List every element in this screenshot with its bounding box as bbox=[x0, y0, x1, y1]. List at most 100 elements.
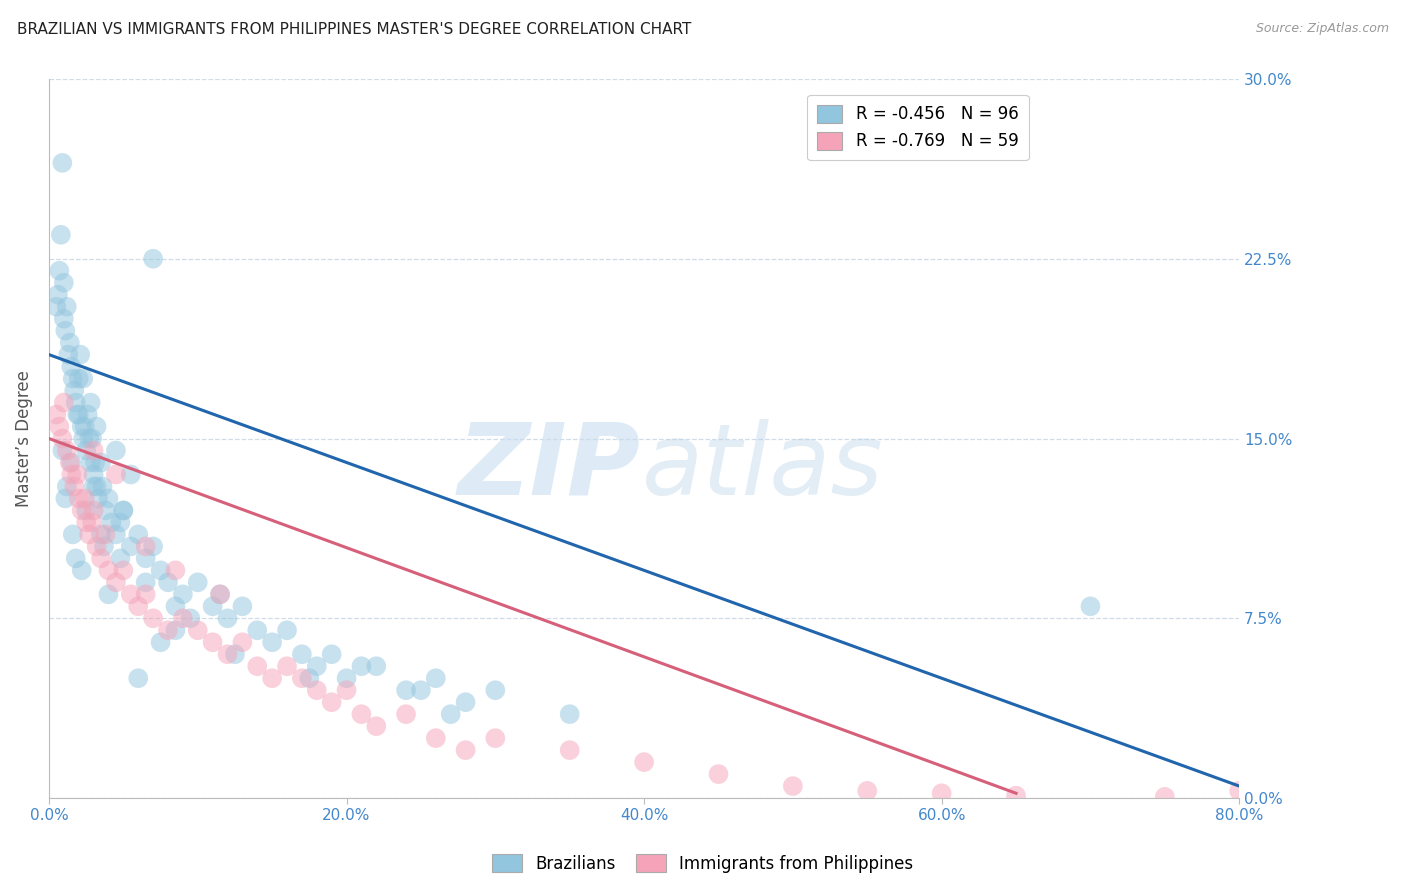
Point bbox=[62, 371, 84, 385]
Point bbox=[67, 408, 90, 422]
Point bbox=[425, 671, 447, 685]
Point bbox=[135, 551, 157, 566]
Point bbox=[90, 455, 112, 469]
Point bbox=[69, 348, 91, 362]
Point bbox=[165, 599, 187, 614]
Point bbox=[77, 432, 100, 446]
Y-axis label: Master’s Degree: Master’s Degree bbox=[15, 370, 32, 507]
Point bbox=[70, 503, 93, 517]
Point bbox=[97, 587, 120, 601]
Point bbox=[633, 755, 655, 769]
Point bbox=[82, 432, 104, 446]
Point bbox=[104, 443, 127, 458]
Point bbox=[86, 540, 108, 554]
Point bbox=[127, 599, 149, 614]
Point bbox=[454, 743, 477, 757]
Point bbox=[91, 479, 114, 493]
Point bbox=[262, 671, 284, 685]
Point bbox=[76, 408, 98, 422]
Point bbox=[425, 731, 447, 746]
Point bbox=[56, 443, 79, 458]
Point bbox=[179, 611, 201, 625]
Point bbox=[70, 563, 93, 577]
Point bbox=[51, 443, 73, 458]
Point bbox=[231, 599, 253, 614]
Point bbox=[56, 479, 79, 493]
Point bbox=[48, 419, 70, 434]
Point bbox=[75, 503, 97, 517]
Point bbox=[201, 599, 224, 614]
Point bbox=[931, 786, 953, 800]
Point bbox=[72, 432, 94, 446]
Point bbox=[1227, 784, 1250, 798]
Point bbox=[70, 419, 93, 434]
Point bbox=[59, 335, 82, 350]
Point bbox=[83, 479, 105, 493]
Point bbox=[75, 443, 97, 458]
Point bbox=[72, 371, 94, 385]
Point bbox=[66, 467, 89, 482]
Point bbox=[276, 659, 298, 673]
Point bbox=[291, 671, 314, 685]
Point bbox=[110, 551, 132, 566]
Point bbox=[45, 300, 67, 314]
Point bbox=[156, 624, 179, 638]
Point bbox=[104, 575, 127, 590]
Point bbox=[172, 611, 194, 625]
Point bbox=[276, 624, 298, 638]
Text: ZIP: ZIP bbox=[457, 418, 640, 516]
Point bbox=[86, 479, 108, 493]
Point bbox=[65, 551, 87, 566]
Point bbox=[104, 467, 127, 482]
Point bbox=[65, 395, 87, 409]
Point bbox=[484, 731, 506, 746]
Point bbox=[66, 408, 89, 422]
Point bbox=[83, 467, 105, 482]
Point bbox=[104, 527, 127, 541]
Point bbox=[335, 671, 357, 685]
Point bbox=[97, 491, 120, 506]
Point bbox=[83, 443, 105, 458]
Point bbox=[209, 587, 232, 601]
Point bbox=[127, 671, 149, 685]
Point bbox=[83, 503, 105, 517]
Point bbox=[56, 300, 79, 314]
Point bbox=[291, 647, 314, 661]
Point bbox=[62, 527, 84, 541]
Point bbox=[217, 611, 239, 625]
Point bbox=[112, 563, 135, 577]
Point bbox=[321, 647, 343, 661]
Point bbox=[558, 707, 581, 722]
Point bbox=[172, 587, 194, 601]
Point bbox=[53, 491, 76, 506]
Point bbox=[305, 683, 328, 698]
Legend: R = -0.456   N = 96, R = -0.769   N = 59: R = -0.456 N = 96, R = -0.769 N = 59 bbox=[807, 95, 1029, 161]
Point bbox=[262, 635, 284, 649]
Point bbox=[48, 264, 70, 278]
Point bbox=[440, 707, 463, 722]
Point bbox=[59, 455, 82, 469]
Point bbox=[94, 503, 117, 517]
Point bbox=[395, 683, 418, 698]
Point bbox=[217, 647, 239, 661]
Point bbox=[110, 516, 132, 530]
Point bbox=[63, 479, 86, 493]
Point bbox=[94, 527, 117, 541]
Point bbox=[112, 503, 135, 517]
Point bbox=[49, 227, 72, 242]
Point bbox=[86, 419, 108, 434]
Point bbox=[350, 707, 373, 722]
Point bbox=[90, 527, 112, 541]
Point bbox=[246, 659, 269, 673]
Point bbox=[1153, 789, 1175, 804]
Point bbox=[350, 659, 373, 673]
Point bbox=[82, 516, 104, 530]
Point bbox=[120, 467, 142, 482]
Point bbox=[52, 276, 75, 290]
Point bbox=[60, 467, 83, 482]
Point bbox=[63, 384, 86, 398]
Point bbox=[366, 659, 388, 673]
Point bbox=[149, 563, 172, 577]
Point bbox=[187, 624, 209, 638]
Text: atlas: atlas bbox=[643, 418, 884, 516]
